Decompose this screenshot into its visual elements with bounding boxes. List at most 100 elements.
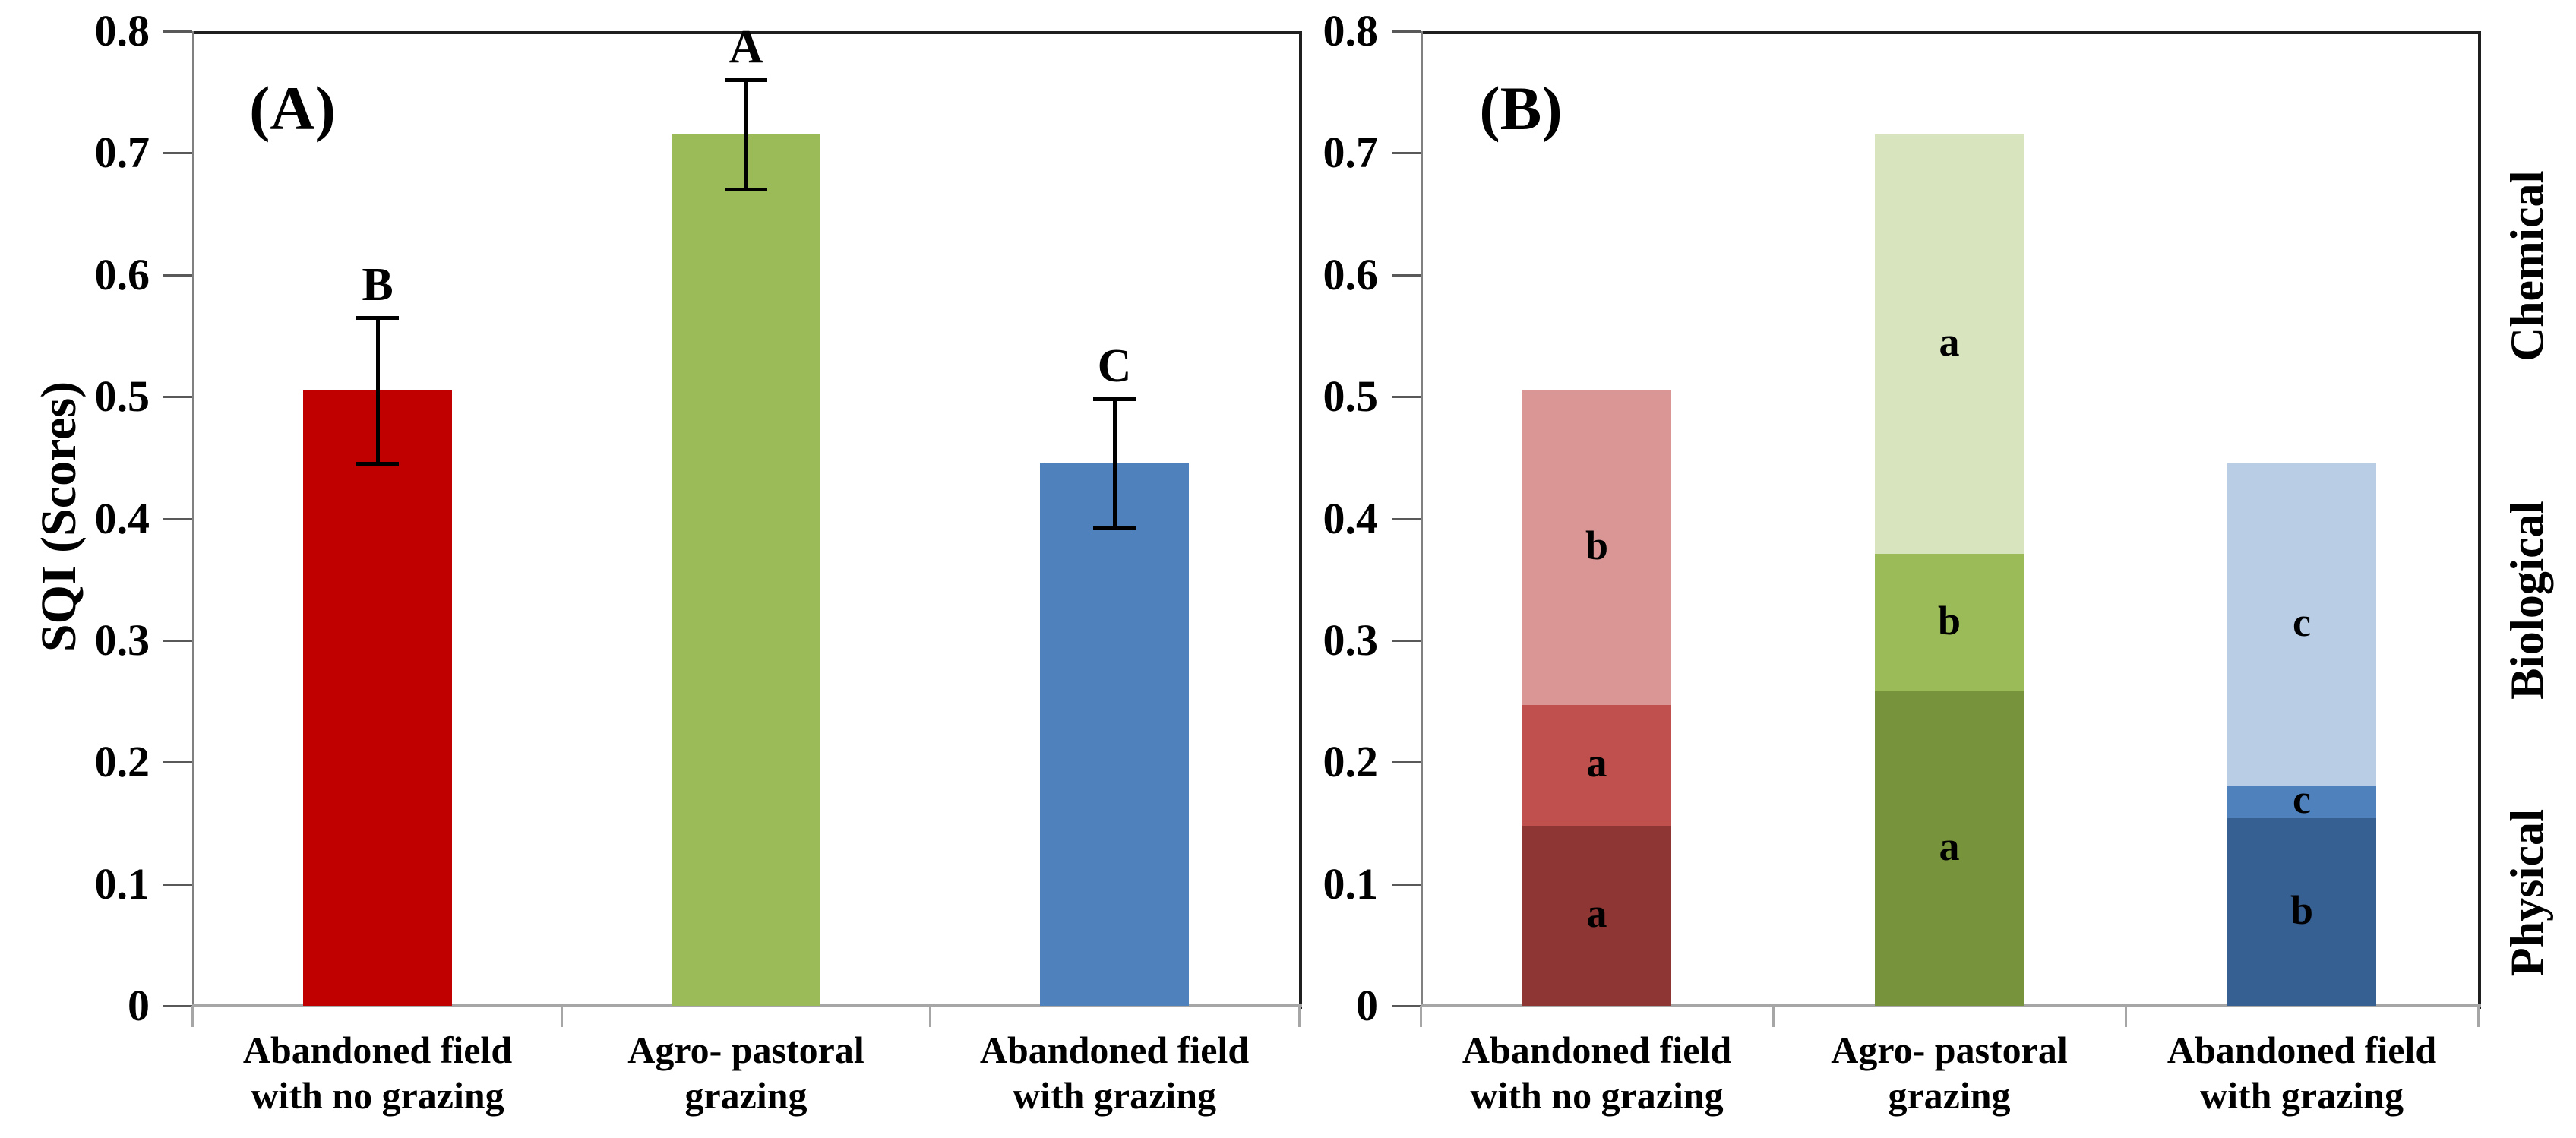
error-bar-cap-top bbox=[725, 78, 767, 83]
segment-letter: c bbox=[2293, 599, 2311, 646]
y-tick-label: 0.3 bbox=[1323, 615, 1379, 665]
category-label-line: with grazing bbox=[1012, 1074, 1217, 1117]
y-tick-label: 0.2 bbox=[1323, 737, 1379, 787]
plot-top-border bbox=[1421, 31, 2481, 34]
y-tick-label: 0.4 bbox=[94, 493, 150, 543]
y-tick bbox=[1392, 396, 1421, 399]
y-tick bbox=[1392, 152, 1421, 155]
category-label: Abandoned field with grazing bbox=[2123, 1027, 2480, 1118]
category-label-line: grazing bbox=[1888, 1074, 2011, 1117]
bar-segment-chemical bbox=[1875, 134, 2024, 554]
y-tick-label: 0.8 bbox=[94, 6, 150, 55]
bar-segment-physical bbox=[1875, 691, 2024, 1006]
y-tick bbox=[163, 152, 192, 155]
error-bar-whisker bbox=[1113, 399, 1117, 529]
bar bbox=[672, 134, 820, 1006]
x-axis-line bbox=[192, 1004, 1302, 1007]
category-label: Abandoned field with no grazing bbox=[1418, 1027, 1775, 1118]
category-label: Abandoned field with grazing bbox=[936, 1027, 1293, 1118]
x-tick bbox=[2477, 1006, 2480, 1027]
category-label: Agro- pastoral grazing bbox=[1771, 1027, 2128, 1118]
right-axis-label-biological: Biological bbox=[2502, 501, 2554, 700]
y-tick-label: 0.6 bbox=[1323, 249, 1379, 299]
segment-letter: a bbox=[1939, 319, 1960, 365]
y-axis-line bbox=[1421, 31, 1423, 1006]
y-tick-label: 0.5 bbox=[94, 371, 150, 422]
x-tick bbox=[1420, 1006, 1422, 1027]
bar-segment-chemical bbox=[1522, 390, 1671, 705]
error-bar-cap-bottom bbox=[356, 462, 399, 466]
error-bar-cap-top bbox=[1093, 397, 1136, 402]
y-axis-line bbox=[192, 31, 194, 1006]
error-bar-whisker bbox=[744, 80, 748, 190]
category-label-line: with no grazing bbox=[1470, 1074, 1724, 1117]
significance-letter: A bbox=[729, 21, 763, 74]
plot-right-border bbox=[1299, 31, 1302, 1009]
error-bar-cap-top bbox=[356, 315, 399, 320]
segment-letter: b bbox=[1585, 522, 1609, 568]
bar-segment-biological bbox=[1875, 554, 2024, 692]
bar-segment-physical bbox=[2227, 818, 2376, 1006]
y-tick bbox=[1392, 639, 1421, 642]
category-label: Agro- pastoral grazing bbox=[567, 1027, 925, 1118]
category-label-line: grazing bbox=[684, 1074, 808, 1117]
plot-right-border bbox=[2478, 31, 2481, 1009]
y-tick-label: 0.8 bbox=[1323, 6, 1379, 55]
y-tick bbox=[1392, 273, 1421, 277]
bar-segment-chemical bbox=[2227, 463, 2376, 786]
y-tick bbox=[1392, 30, 1421, 33]
y-tick bbox=[163, 761, 192, 764]
y-tick bbox=[163, 273, 192, 277]
category-label-line: with grazing bbox=[2199, 1074, 2404, 1117]
y-tick-label: 0.2 bbox=[94, 737, 150, 787]
y-tick bbox=[163, 639, 192, 642]
bar-segment-physical bbox=[1522, 825, 1671, 1006]
bar-segment-biological bbox=[1522, 704, 1671, 826]
x-tick bbox=[1772, 1006, 1775, 1027]
y-tick-label: 0 bbox=[128, 981, 150, 1030]
y-tick bbox=[1392, 517, 1421, 520]
segment-letter: b bbox=[2290, 887, 2314, 933]
plot-top-border bbox=[192, 31, 1302, 34]
y-tick bbox=[163, 517, 192, 520]
y-tick-label: 0.4 bbox=[1323, 493, 1379, 543]
y-tick bbox=[163, 30, 192, 33]
x-tick bbox=[1298, 1006, 1301, 1027]
bar-segment-biological bbox=[2227, 785, 2376, 819]
y-tick-label: 0.3 bbox=[94, 615, 150, 665]
x-tick bbox=[2125, 1006, 2127, 1027]
error-bar-cap-bottom bbox=[725, 188, 767, 192]
y-tick-label: 0 bbox=[1356, 981, 1378, 1030]
y-tick-label: 0.6 bbox=[94, 249, 150, 299]
panel-title: (B) bbox=[1479, 74, 1563, 143]
y-tick bbox=[163, 883, 192, 886]
significance-letter: B bbox=[362, 258, 394, 311]
y-tick bbox=[1392, 1005, 1421, 1007]
category-label-line: Abandoned field bbox=[1462, 1029, 1732, 1071]
segment-letter: a bbox=[1586, 740, 1607, 786]
category-label-line: with no grazing bbox=[251, 1074, 504, 1117]
x-tick bbox=[191, 1006, 194, 1027]
y-tick-label: 0.7 bbox=[1323, 128, 1379, 178]
category-label-line: Abandoned field bbox=[2167, 1029, 2437, 1071]
segment-letter: a bbox=[1586, 890, 1607, 937]
bar bbox=[1040, 463, 1189, 1006]
category-label-line: Abandoned field bbox=[979, 1029, 1250, 1071]
y-tick-label: 0.1 bbox=[94, 858, 150, 909]
x-axis-line bbox=[1421, 1004, 2481, 1007]
error-bar-whisker bbox=[376, 317, 380, 464]
right-axis-label-physical: Physical bbox=[2502, 808, 2554, 977]
significance-letter: C bbox=[1097, 340, 1132, 393]
category-label: Abandoned field with no grazing bbox=[199, 1027, 556, 1118]
category-label-line: Agro- pastoral bbox=[627, 1029, 864, 1071]
y-tick bbox=[1392, 761, 1421, 764]
panel-title: (A) bbox=[249, 74, 336, 143]
bar bbox=[303, 390, 452, 1006]
y-tick-label: 0.1 bbox=[1323, 858, 1379, 909]
category-label-line: Abandoned field bbox=[242, 1029, 513, 1071]
y-tick-label: 0.5 bbox=[1323, 371, 1379, 422]
error-bar-cap-bottom bbox=[1093, 526, 1136, 531]
segment-letter: c bbox=[2293, 776, 2311, 823]
category-label-line: Agro- pastoral bbox=[1831, 1029, 2068, 1071]
x-tick bbox=[560, 1006, 563, 1027]
